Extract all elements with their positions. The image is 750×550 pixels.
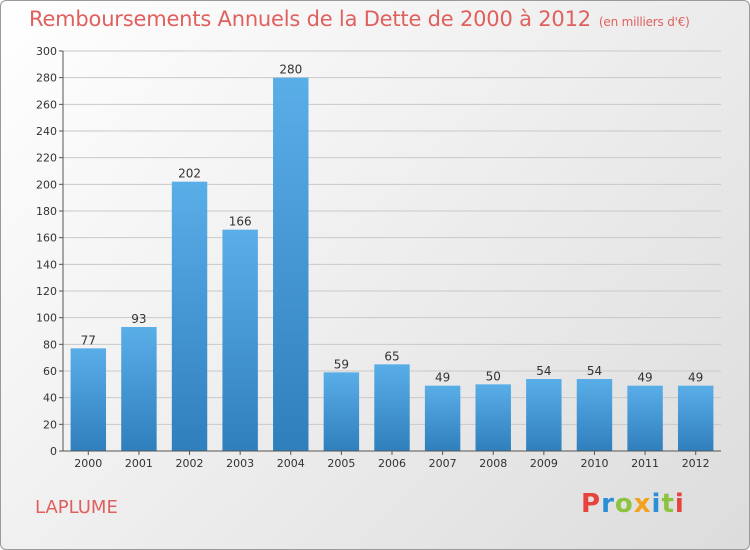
x-tick-label: 2005 [327, 457, 355, 470]
y-tick-label: 80 [43, 338, 57, 351]
bar-2001 [121, 327, 157, 451]
y-tick-label: 300 [36, 45, 57, 58]
x-tick-label: 2009 [530, 457, 558, 470]
x-tick-label: 2006 [378, 457, 406, 470]
data-label: 49 [637, 371, 652, 385]
x-tick-label: 2012 [682, 457, 710, 470]
bar-2000 [70, 348, 107, 451]
bar-2012 [677, 385, 714, 451]
y-tick-labels: 0 20 40 60 80 100 120 140 160 180 200 220 240 260 280 3… [36, 45, 57, 458]
x-tick-label: 2008 [479, 457, 507, 470]
y-tick-label: 0 [50, 445, 57, 458]
bar-2008 [475, 384, 511, 451]
x-tick-label: 2007 [429, 457, 457, 470]
y-tick-label: 100 [36, 312, 57, 325]
data-label: 93 [131, 312, 146, 326]
y-tick-label: 280 [36, 72, 57, 85]
bar-2004 [273, 77, 309, 452]
x-tick-label: 2003 [226, 457, 254, 470]
data-label: 166 [229, 215, 252, 229]
logo-letter: x [633, 489, 652, 519]
y-tick-label: 20 [43, 418, 57, 431]
x-tick-label: 2000 [74, 457, 102, 470]
y-tick-label: 220 [36, 152, 57, 165]
bar-2006 [374, 364, 410, 451]
y-tick-label: 200 [36, 178, 57, 191]
bar-2005 [323, 372, 360, 451]
y-tick-label: 140 [36, 258, 57, 271]
logo-letter: i [674, 489, 685, 519]
data-label: 59 [334, 357, 349, 371]
y-tick-label: 240 [36, 125, 57, 138]
data-label: 280 [279, 63, 302, 77]
bar-2007 [424, 385, 461, 451]
data-label: 54 [536, 364, 551, 378]
commune-name: LAPLUME [35, 497, 118, 518]
data-labels: 77 93 202 166 280 59 65 49 50 54 54 49 49 [81, 63, 704, 385]
x-tick-label: 2001 [125, 457, 153, 470]
logo-letter: P [581, 489, 602, 519]
x-tick-label: 2010 [580, 457, 608, 470]
bar-2011 [627, 385, 663, 451]
y-tick-label: 60 [43, 365, 57, 378]
data-label: 77 [81, 333, 96, 347]
logo-letter: t [661, 489, 675, 519]
data-label: 202 [178, 167, 201, 181]
data-label: 54 [587, 364, 602, 378]
bar-2010 [576, 379, 613, 451]
bar-2009 [526, 379, 562, 451]
y-tick-label: 120 [36, 285, 57, 298]
bar-2003 [222, 229, 258, 451]
logo-letter: o [614, 489, 634, 519]
x-tick-labels: 2000 2001 2002 2003 2004 2005 2006 2007 2008 2009… [74, 451, 710, 470]
bars [70, 77, 714, 452]
chart-title: Remboursements Annuels de la Dette de 20… [29, 7, 690, 31]
chart-unit: (en milliers d'€) [598, 15, 690, 29]
x-tick-label: 2004 [277, 457, 305, 470]
bar-2002 [171, 181, 208, 451]
data-label: 50 [486, 369, 501, 383]
data-label: 49 [435, 371, 450, 385]
logo-letter: r [601, 489, 615, 519]
y-tick-label: 40 [43, 392, 57, 405]
y-tick-label: 260 [36, 98, 57, 111]
x-tick-label: 2002 [176, 457, 204, 470]
y-tick-label: 180 [36, 205, 57, 218]
data-label: 49 [688, 371, 703, 385]
logo-letter: i [651, 489, 662, 519]
proxiti-logo: Proxiti [581, 489, 685, 519]
chart-title-text: Remboursements Annuels de la Dette de 20… [29, 7, 591, 31]
y-tick-label: 160 [36, 232, 57, 245]
data-label: 65 [384, 349, 399, 363]
x-tick-label: 2011 [631, 457, 659, 470]
